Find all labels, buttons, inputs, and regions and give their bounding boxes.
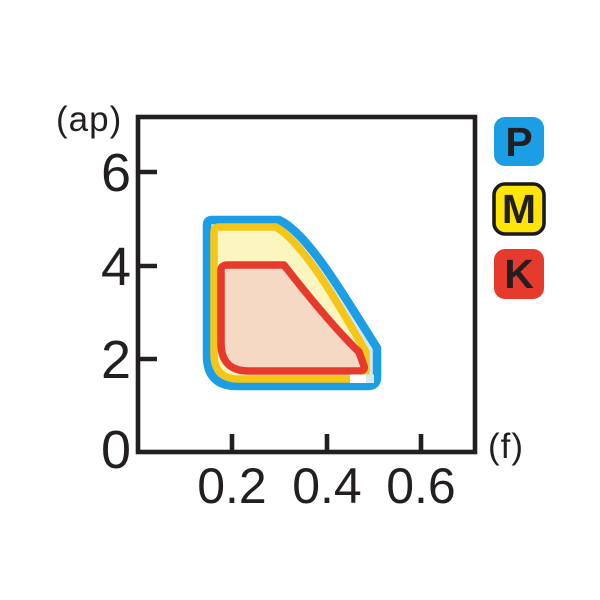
bottom-right-notch-lightblue [366,374,374,383]
y-axis-unit-label: (ap) [56,100,122,139]
x-tick-label-02: 0.2 [197,458,267,514]
x-axis-unit-label: (f) [488,427,524,466]
legend-chip-m [492,182,546,236]
x-tick-label-06: 0.6 [386,458,456,514]
region-k-red [217,261,368,375]
legend-item-m: M [492,182,546,236]
y-tick-label-2: 2 [101,330,131,390]
legend-chip-k [494,249,544,299]
plot-area-border [135,114,478,455]
legend-item-k: K [494,249,544,299]
legend-letter-m: M [502,186,536,232]
y-axis-ticks [140,169,157,362]
x-axis-ticks [229,434,424,450]
y-tick-label-6: 6 [101,143,131,203]
legend-letter-k: K [504,251,534,297]
y-tick-label-0: 0 [101,420,131,480]
grade-legend: P M K [492,117,546,299]
x-tick-label-04: 0.4 [292,458,362,514]
legend-chip-p [494,117,544,166]
y-tick-label-4: 4 [101,237,131,297]
legend-item-p: P [494,117,544,166]
bottom-right-notch-white [350,374,366,383]
legend-letter-p: P [505,119,532,165]
application-range-regions [202,215,382,391]
